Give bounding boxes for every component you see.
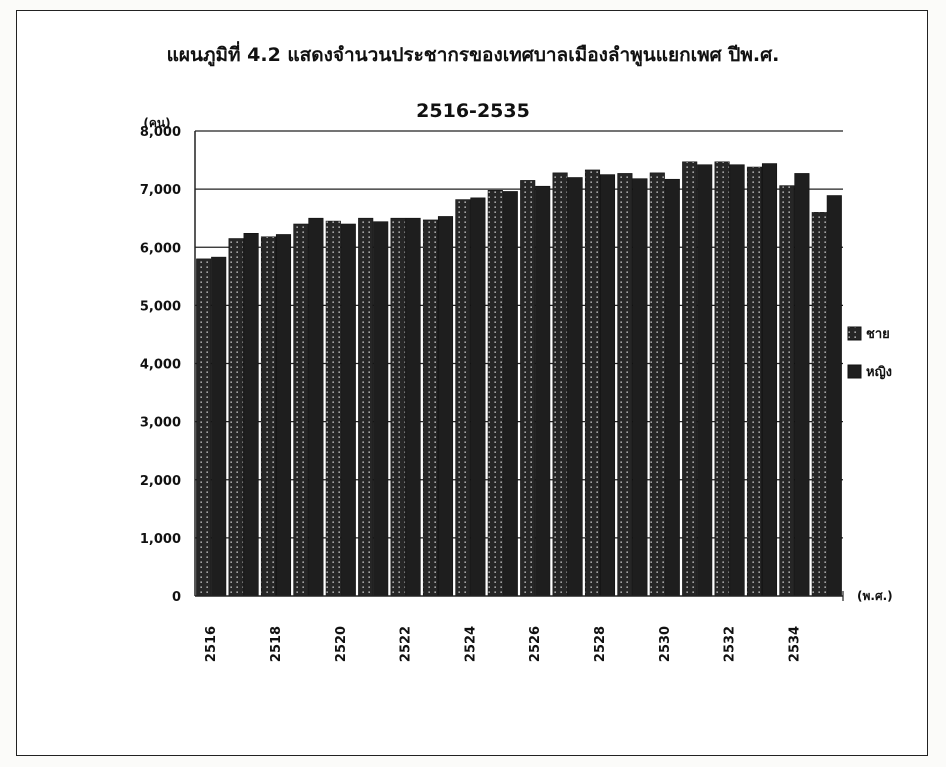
bar-female-2525 [502, 191, 518, 597]
x-tick-label: 2530 [658, 626, 673, 662]
x-tick-label: 2534 [787, 626, 802, 662]
x-tick-label: 2520 [334, 626, 349, 662]
gridlines [195, 130, 843, 539]
bar-female-2535 [826, 195, 842, 597]
bar-female-2518 [275, 234, 292, 597]
chart-subtitle: 2516-2535 [416, 100, 530, 122]
y-tick-label: 2,000 [140, 474, 181, 489]
legend-swatch-female [847, 364, 862, 379]
bar-female-2523 [437, 216, 454, 597]
bar-female-2517 [243, 233, 259, 597]
bar-male-2527 [552, 172, 568, 597]
bar-male-2522 [390, 217, 406, 597]
x-tick-label: 2528 [593, 626, 608, 662]
bar-female-2520 [340, 223, 356, 597]
bar-female-2530 [664, 178, 680, 597]
legend-swatch-male [847, 326, 862, 341]
bar-male-2523 [422, 219, 439, 597]
bar-female-2524 [470, 197, 486, 597]
bar-male-2524 [455, 199, 471, 597]
y-tick-label: 0 [172, 590, 181, 605]
x-tick-label: 2526 [528, 626, 543, 662]
bar-male-2534 [779, 185, 795, 597]
y-tick-label: 7,000 [140, 183, 181, 198]
bar-male-2528 [584, 169, 601, 597]
x-tick-label: 2516 [204, 626, 219, 662]
bar-female-2526 [535, 185, 551, 597]
x-axis-label: (พ.ศ.) [857, 589, 893, 603]
bar-male-2529 [617, 173, 633, 597]
bar-male-2533 [746, 166, 763, 597]
bar-male-2530 [649, 172, 665, 597]
bar-female-2531 [697, 164, 713, 597]
legend-label-female: หญิง [866, 365, 892, 380]
bar-female-2534 [794, 173, 810, 597]
y-tick-label: 8,000 [140, 125, 181, 140]
x-tick-label: 2518 [269, 626, 284, 662]
bar-female-2528 [599, 174, 616, 597]
y-tick-label: 1,000 [140, 532, 181, 547]
legend-label-male: ชาย [866, 327, 890, 342]
bar-female-2521 [373, 221, 389, 597]
bar-male-2535 [811, 212, 827, 597]
bar-female-2522 [405, 217, 421, 597]
bar-female-2529 [632, 178, 648, 597]
y-axis-label: (คน) [143, 116, 170, 130]
bar-female-2519 [308, 217, 324, 597]
chart-title: แผนภูมิที่ 4.2 แสดงจำนวนประชากรของเทศบาล… [166, 44, 780, 66]
x-tick-label: 2524 [463, 626, 478, 662]
axes: 0 1,000 2,000 3,000 4,000 5,000 6,000 7,000 8,00… [140, 116, 893, 662]
bar-male-2516 [196, 258, 212, 597]
bar-female-2527 [567, 177, 583, 597]
bar-male-2531 [682, 161, 698, 597]
bar-male-2518 [260, 236, 277, 597]
bar-male-2532 [714, 161, 730, 597]
y-tick-label: 3,000 [140, 416, 181, 431]
y-tick-label: 5,000 [140, 299, 181, 314]
bar-male-2517 [228, 238, 244, 597]
y-tick-label: 6,000 [140, 241, 181, 256]
bar-female-2516 [211, 256, 227, 597]
x-tick-label: 2522 [399, 626, 414, 662]
bar-male-2519 [293, 223, 309, 597]
bar-male-2521 [358, 217, 374, 597]
bar-female-2533 [761, 163, 778, 597]
bar-male-2526 [520, 180, 536, 597]
bars [196, 161, 842, 597]
y-tick-label: 4,000 [140, 358, 181, 373]
x-tick-label: 2532 [723, 626, 738, 662]
bar-male-2525 [487, 189, 503, 597]
bar-male-2520 [325, 220, 341, 597]
bar-female-2532 [729, 164, 745, 597]
